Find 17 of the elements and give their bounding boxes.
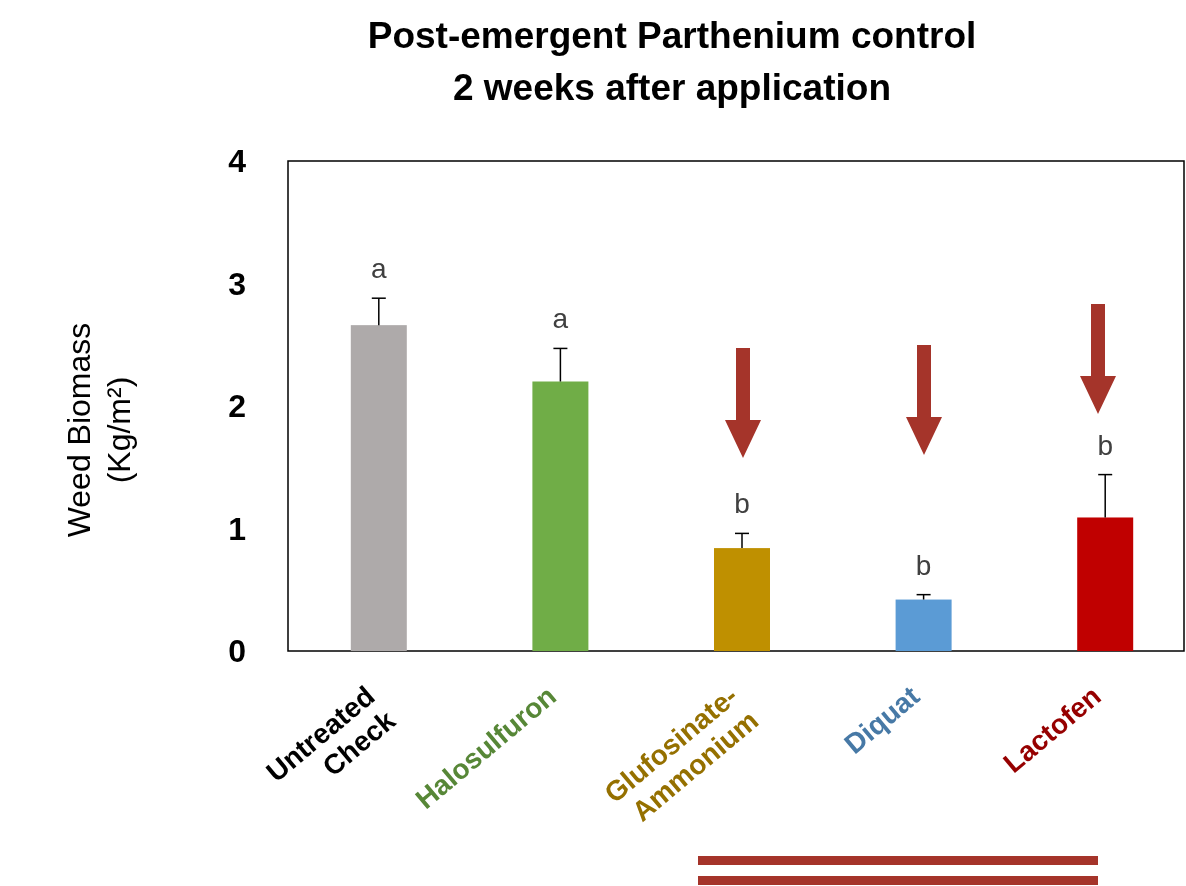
y-tick-label: 2 (228, 388, 246, 424)
y-tick-label: 1 (228, 510, 246, 547)
bar (532, 381, 589, 651)
bar (350, 325, 407, 651)
bar (895, 599, 952, 651)
bar (1077, 517, 1134, 651)
y-tick-label: 3 (228, 265, 246, 302)
bar (714, 548, 770, 651)
annotation: b (915, 549, 932, 581)
annotation: a (371, 253, 388, 285)
y-tick-label: 0 (228, 633, 246, 669)
annotation: b (1097, 429, 1113, 461)
annotation: a (552, 303, 569, 335)
y-tick-label: 4 (228, 143, 247, 179)
chart-title: Post-emergent Parthenium control 2 weeks after application (367, 15, 977, 108)
annotation: b (734, 488, 750, 520)
y-axis-title: Weed Biomass (Kg/m²) (61, 322, 137, 538)
